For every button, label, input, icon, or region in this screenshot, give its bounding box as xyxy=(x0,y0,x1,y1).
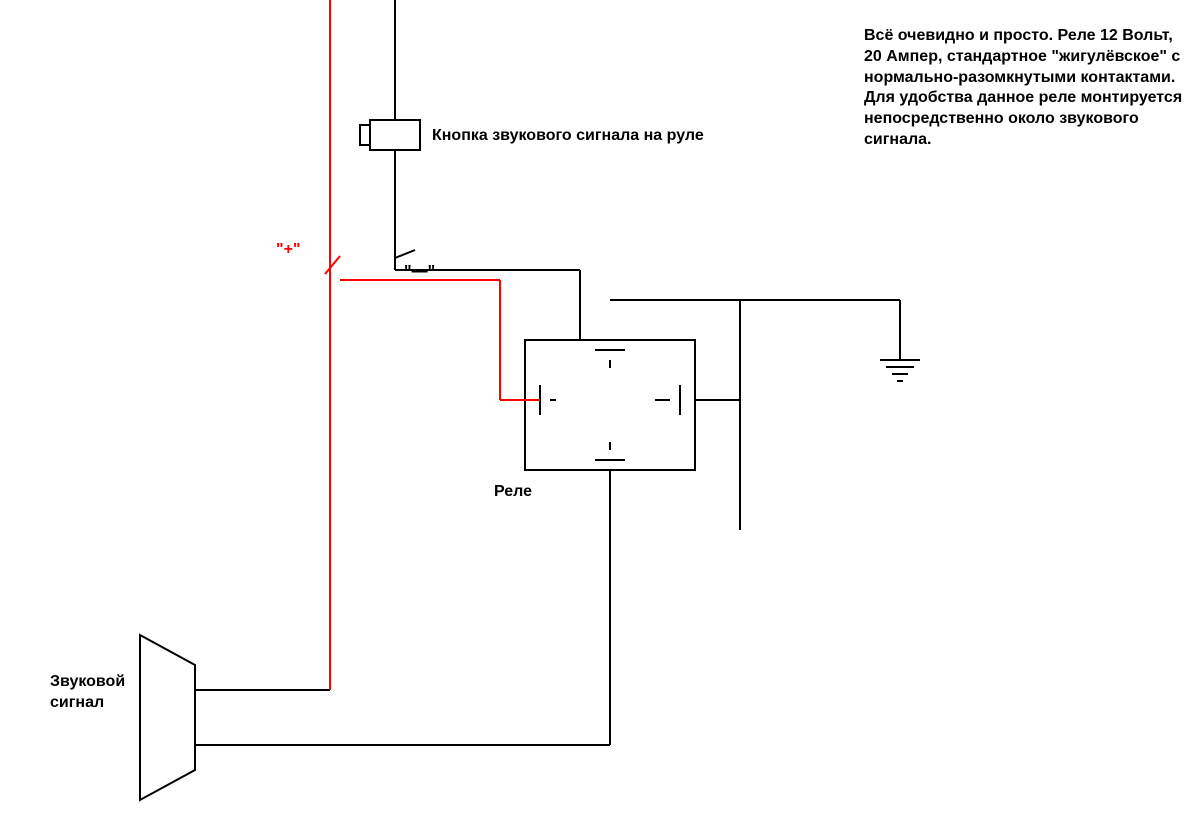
relay-label: Реле xyxy=(494,482,532,503)
speaker-label: Звуковой сигнал xyxy=(50,672,125,714)
minus-label: "—" xyxy=(404,262,435,283)
plus-label: "+" xyxy=(276,240,301,261)
button-label: Кнопка звукового сигнала на руле xyxy=(432,126,704,147)
description-text: Всё очевидно и просто. Реле 12 Вольт, 20… xyxy=(864,26,1184,151)
